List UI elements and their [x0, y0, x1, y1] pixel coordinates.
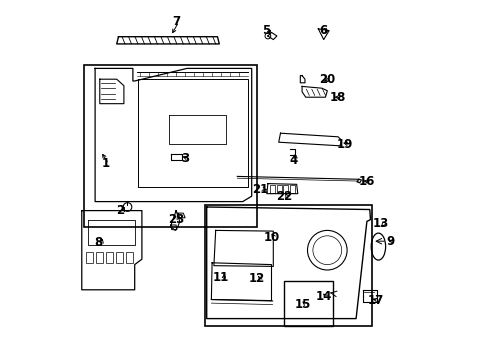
- Text: 2: 2: [116, 204, 124, 217]
- Bar: [289, 185, 294, 193]
- Bar: [126, 252, 133, 263]
- Text: 21: 21: [252, 183, 268, 195]
- Bar: [284, 281, 332, 326]
- Text: 18: 18: [329, 91, 346, 104]
- Text: 13: 13: [372, 217, 388, 230]
- Bar: [96, 252, 102, 263]
- Text: 6: 6: [319, 24, 327, 37]
- Text: 22: 22: [275, 190, 292, 203]
- Text: 1: 1: [102, 157, 110, 170]
- Text: 20: 20: [319, 73, 335, 86]
- Bar: [116, 252, 122, 263]
- Bar: [283, 185, 287, 193]
- Text: 3: 3: [181, 152, 189, 165]
- Bar: [84, 65, 257, 227]
- Text: 16: 16: [358, 175, 374, 188]
- Bar: [106, 252, 113, 263]
- Bar: [270, 185, 275, 193]
- Text: 10: 10: [263, 231, 279, 244]
- Text: 14: 14: [315, 291, 331, 303]
- Text: 15: 15: [294, 298, 310, 311]
- Text: 23: 23: [168, 213, 184, 226]
- Bar: [86, 252, 92, 263]
- Text: 9: 9: [386, 235, 394, 248]
- Text: 5: 5: [262, 24, 270, 37]
- Bar: [276, 185, 281, 193]
- Text: 17: 17: [367, 294, 383, 307]
- Text: 12: 12: [248, 273, 264, 285]
- Text: 11: 11: [213, 271, 229, 284]
- Text: 19: 19: [336, 138, 353, 150]
- Text: 4: 4: [288, 154, 297, 167]
- Text: 8: 8: [94, 237, 102, 249]
- Bar: [204, 205, 371, 326]
- Text: 7: 7: [172, 15, 180, 28]
